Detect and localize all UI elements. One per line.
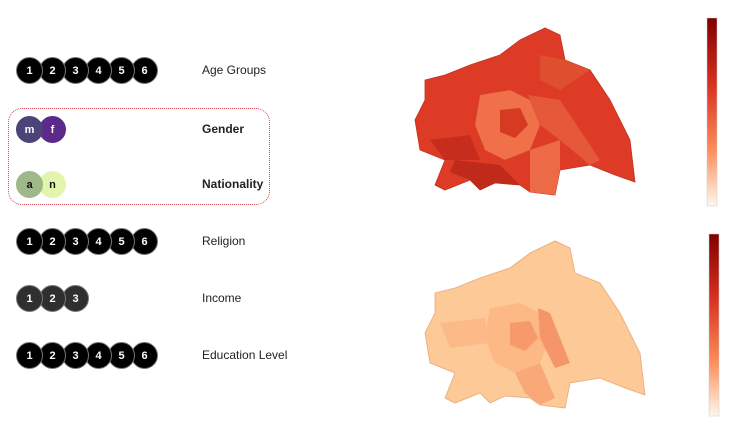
filter-button[interactable]: a [16, 171, 43, 198]
filter-button[interactable]: 6 [131, 57, 158, 84]
filter-button[interactable]: 1 [16, 228, 43, 255]
filter-button[interactable]: 2 [39, 228, 66, 255]
filter-button[interactable]: 1 [16, 285, 43, 312]
colorbar [708, 233, 720, 417]
filter-button[interactable]: 3 [62, 285, 89, 312]
filter-button[interactable]: 3 [62, 228, 89, 255]
filter-row: a n Nationality [16, 171, 316, 199]
filter-button[interactable]: 5 [108, 228, 135, 255]
filter-button[interactable]: 4 [85, 228, 112, 255]
filter-button[interactable]: 1 [16, 342, 43, 369]
colorbar [706, 17, 718, 207]
filter-button[interactable]: m [16, 116, 43, 143]
map-top [414, 27, 636, 196]
filter-button[interactable]: 2 [39, 57, 66, 84]
filter-button[interactable]: n [39, 171, 66, 198]
filter-row: 1 2 3 Income [16, 285, 316, 313]
filter-button[interactable]: 6 [131, 342, 158, 369]
filter-label: Gender [202, 122, 245, 136]
filter-row: 1 2 3 4 5 6 Education Level [16, 342, 316, 370]
filter-button[interactable]: 6 [131, 228, 158, 255]
filter-label: Income [202, 291, 242, 305]
filter-row: 1 2 3 4 5 6 Religion [16, 228, 316, 256]
group-box [8, 108, 270, 205]
filter-button[interactable]: 1 [16, 57, 43, 84]
filter-label: Religion [202, 234, 246, 248]
filter-label: Nationality [202, 177, 264, 191]
filter-button[interactable]: 2 [39, 342, 66, 369]
filter-label: Education Level [202, 348, 288, 362]
filter-button[interactable]: 5 [108, 342, 135, 369]
filter-row: m f Gender [16, 116, 316, 144]
filter-button[interactable]: 3 [62, 342, 89, 369]
filter-label: Age Groups [202, 63, 267, 77]
filter-button[interactable]: 2 [39, 285, 66, 312]
map-bottom [424, 240, 646, 409]
filter-row: 1 2 3 4 5 6 Age Groups [16, 57, 316, 85]
filter-button[interactable]: 4 [85, 57, 112, 84]
filter-button[interactable]: 3 [62, 57, 89, 84]
filter-button[interactable]: f [39, 116, 66, 143]
filter-button[interactable]: 4 [85, 342, 112, 369]
filter-button[interactable]: 5 [108, 57, 135, 84]
